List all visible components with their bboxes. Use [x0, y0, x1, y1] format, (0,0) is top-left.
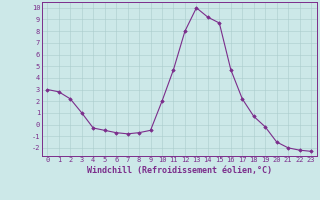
X-axis label: Windchill (Refroidissement éolien,°C): Windchill (Refroidissement éolien,°C) [87, 166, 272, 175]
